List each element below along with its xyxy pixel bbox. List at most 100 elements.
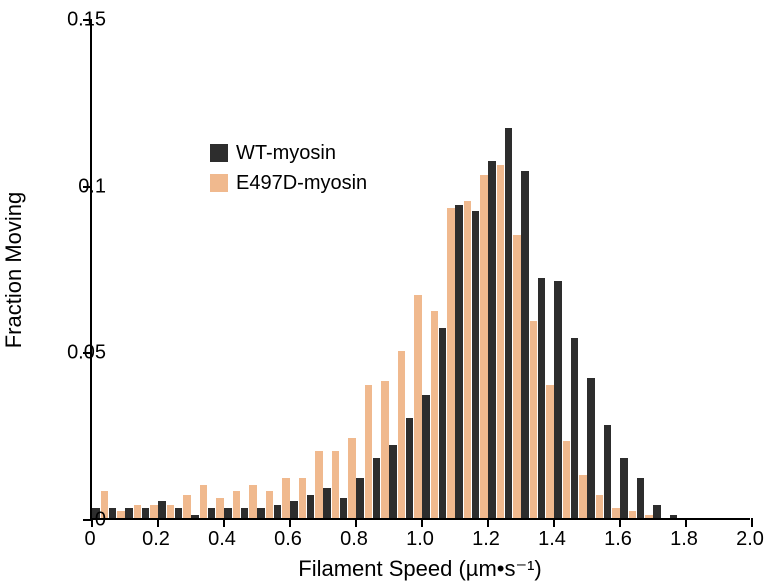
bar-e497d bbox=[563, 441, 571, 518]
bar-e497d bbox=[447, 208, 455, 518]
bar-wt bbox=[373, 458, 381, 518]
x-tick bbox=[619, 518, 621, 527]
x-tick bbox=[487, 518, 489, 527]
bar-wt bbox=[241, 508, 249, 518]
x-tick bbox=[355, 518, 357, 527]
bar-wt bbox=[175, 508, 183, 518]
plot-area bbox=[90, 20, 750, 520]
bar-e497d bbox=[150, 505, 158, 518]
bar-wt bbox=[653, 505, 661, 518]
bar-wt bbox=[604, 425, 612, 518]
bar-wt bbox=[356, 478, 364, 518]
bar-e497d bbox=[645, 515, 653, 518]
bar-wt bbox=[587, 378, 595, 518]
x-tick bbox=[157, 518, 159, 527]
legend-label-wt: WT-myosin bbox=[236, 142, 336, 165]
bar-e497d bbox=[497, 165, 505, 518]
bar-e497d bbox=[233, 491, 241, 518]
x-tick bbox=[421, 518, 423, 527]
x-tick-label: 1.6 bbox=[604, 528, 632, 551]
bar-e497d bbox=[629, 511, 637, 518]
bar-e497d bbox=[596, 495, 604, 518]
x-tick-label: 1.2 bbox=[472, 528, 500, 551]
bar-wt bbox=[439, 328, 447, 518]
x-tick-label: 0.6 bbox=[274, 528, 302, 551]
bar-wt bbox=[422, 395, 430, 518]
legend-item-wt: WT-myosin bbox=[210, 138, 367, 168]
bar-e497d bbox=[480, 175, 488, 518]
bar-wt bbox=[142, 508, 150, 518]
y-axis-label: Fraction Moving bbox=[1, 192, 27, 349]
bar-wt bbox=[158, 501, 166, 518]
bar-wt bbox=[521, 171, 529, 518]
bar-wt bbox=[620, 458, 628, 518]
legend-label-e497d: E497D-myosin bbox=[236, 172, 367, 195]
bar-wt bbox=[554, 281, 562, 518]
y-tick-label: 0 bbox=[46, 509, 106, 532]
x-tick bbox=[751, 518, 753, 527]
bar-wt bbox=[406, 418, 414, 518]
bar-e497d bbox=[579, 475, 587, 518]
x-tick-label: 0.2 bbox=[142, 528, 170, 551]
bar-wt bbox=[109, 508, 117, 518]
bar-wt bbox=[389, 445, 397, 518]
bar-e497d bbox=[431, 311, 439, 518]
bar-e497d bbox=[266, 491, 274, 518]
bar-e497d bbox=[398, 351, 406, 518]
bar-wt bbox=[637, 478, 645, 518]
bar-e497d bbox=[464, 201, 472, 518]
histogram-chart: Fraction Moving Filament Speed (µm•s⁻¹) … bbox=[0, 0, 782, 585]
bar-e497d bbox=[332, 451, 340, 518]
bar-wt bbox=[323, 488, 331, 518]
bar-wt bbox=[472, 211, 480, 518]
bar-wt bbox=[340, 498, 348, 518]
bar-wt bbox=[307, 495, 315, 518]
bar-e497d bbox=[183, 495, 191, 518]
x-axis-label: Filament Speed (µm•s⁻¹) bbox=[298, 556, 542, 582]
bar-wt bbox=[670, 515, 678, 518]
bar-e497d bbox=[249, 485, 257, 518]
bar-wt bbox=[290, 501, 298, 518]
bar-wt bbox=[125, 508, 133, 518]
bar-wt bbox=[538, 278, 546, 518]
y-tick-label: 0.05 bbox=[46, 342, 106, 365]
bar-wt bbox=[571, 338, 579, 518]
x-tick-label: 0 bbox=[84, 528, 95, 551]
x-tick-label: 0.8 bbox=[340, 528, 368, 551]
x-tick-label: 1.0 bbox=[406, 528, 434, 551]
bar-e497d bbox=[530, 321, 538, 518]
legend-swatch-wt bbox=[210, 144, 228, 162]
bar-e497d bbox=[612, 508, 620, 518]
y-tick-label: 0.15 bbox=[46, 9, 106, 32]
bar-e497d bbox=[546, 385, 554, 518]
x-tick-label: 1.4 bbox=[538, 528, 566, 551]
bar-e497d bbox=[167, 505, 175, 518]
y-tick-label: 0.1 bbox=[46, 175, 106, 198]
bar-e497d bbox=[315, 451, 323, 518]
x-tick-label: 2.0 bbox=[736, 528, 764, 551]
bar-e497d bbox=[348, 438, 356, 518]
bar-wt bbox=[208, 508, 216, 518]
bar-e497d bbox=[414, 295, 422, 518]
bar-e497d bbox=[282, 478, 290, 518]
x-tick-label: 1.8 bbox=[670, 528, 698, 551]
x-tick bbox=[289, 518, 291, 527]
bar-e497d bbox=[216, 498, 224, 518]
legend: WT-myosin E497D-myosin bbox=[210, 138, 367, 198]
bar-e497d bbox=[513, 235, 521, 518]
x-tick bbox=[685, 518, 687, 527]
bar-e497d bbox=[134, 505, 142, 518]
bar-wt bbox=[191, 515, 199, 518]
legend-item-e497d: E497D-myosin bbox=[210, 168, 367, 198]
bar-wt bbox=[224, 508, 232, 518]
bar-e497d bbox=[365, 385, 373, 518]
bar-e497d bbox=[381, 381, 389, 518]
bar-e497d bbox=[117, 511, 125, 518]
x-tick-label: 0.4 bbox=[208, 528, 236, 551]
bar-wt bbox=[274, 505, 282, 518]
bar-wt bbox=[488, 161, 496, 518]
bar-e497d bbox=[299, 478, 307, 518]
legend-swatch-e497d bbox=[210, 174, 228, 192]
x-tick bbox=[553, 518, 555, 527]
x-tick bbox=[223, 518, 225, 527]
